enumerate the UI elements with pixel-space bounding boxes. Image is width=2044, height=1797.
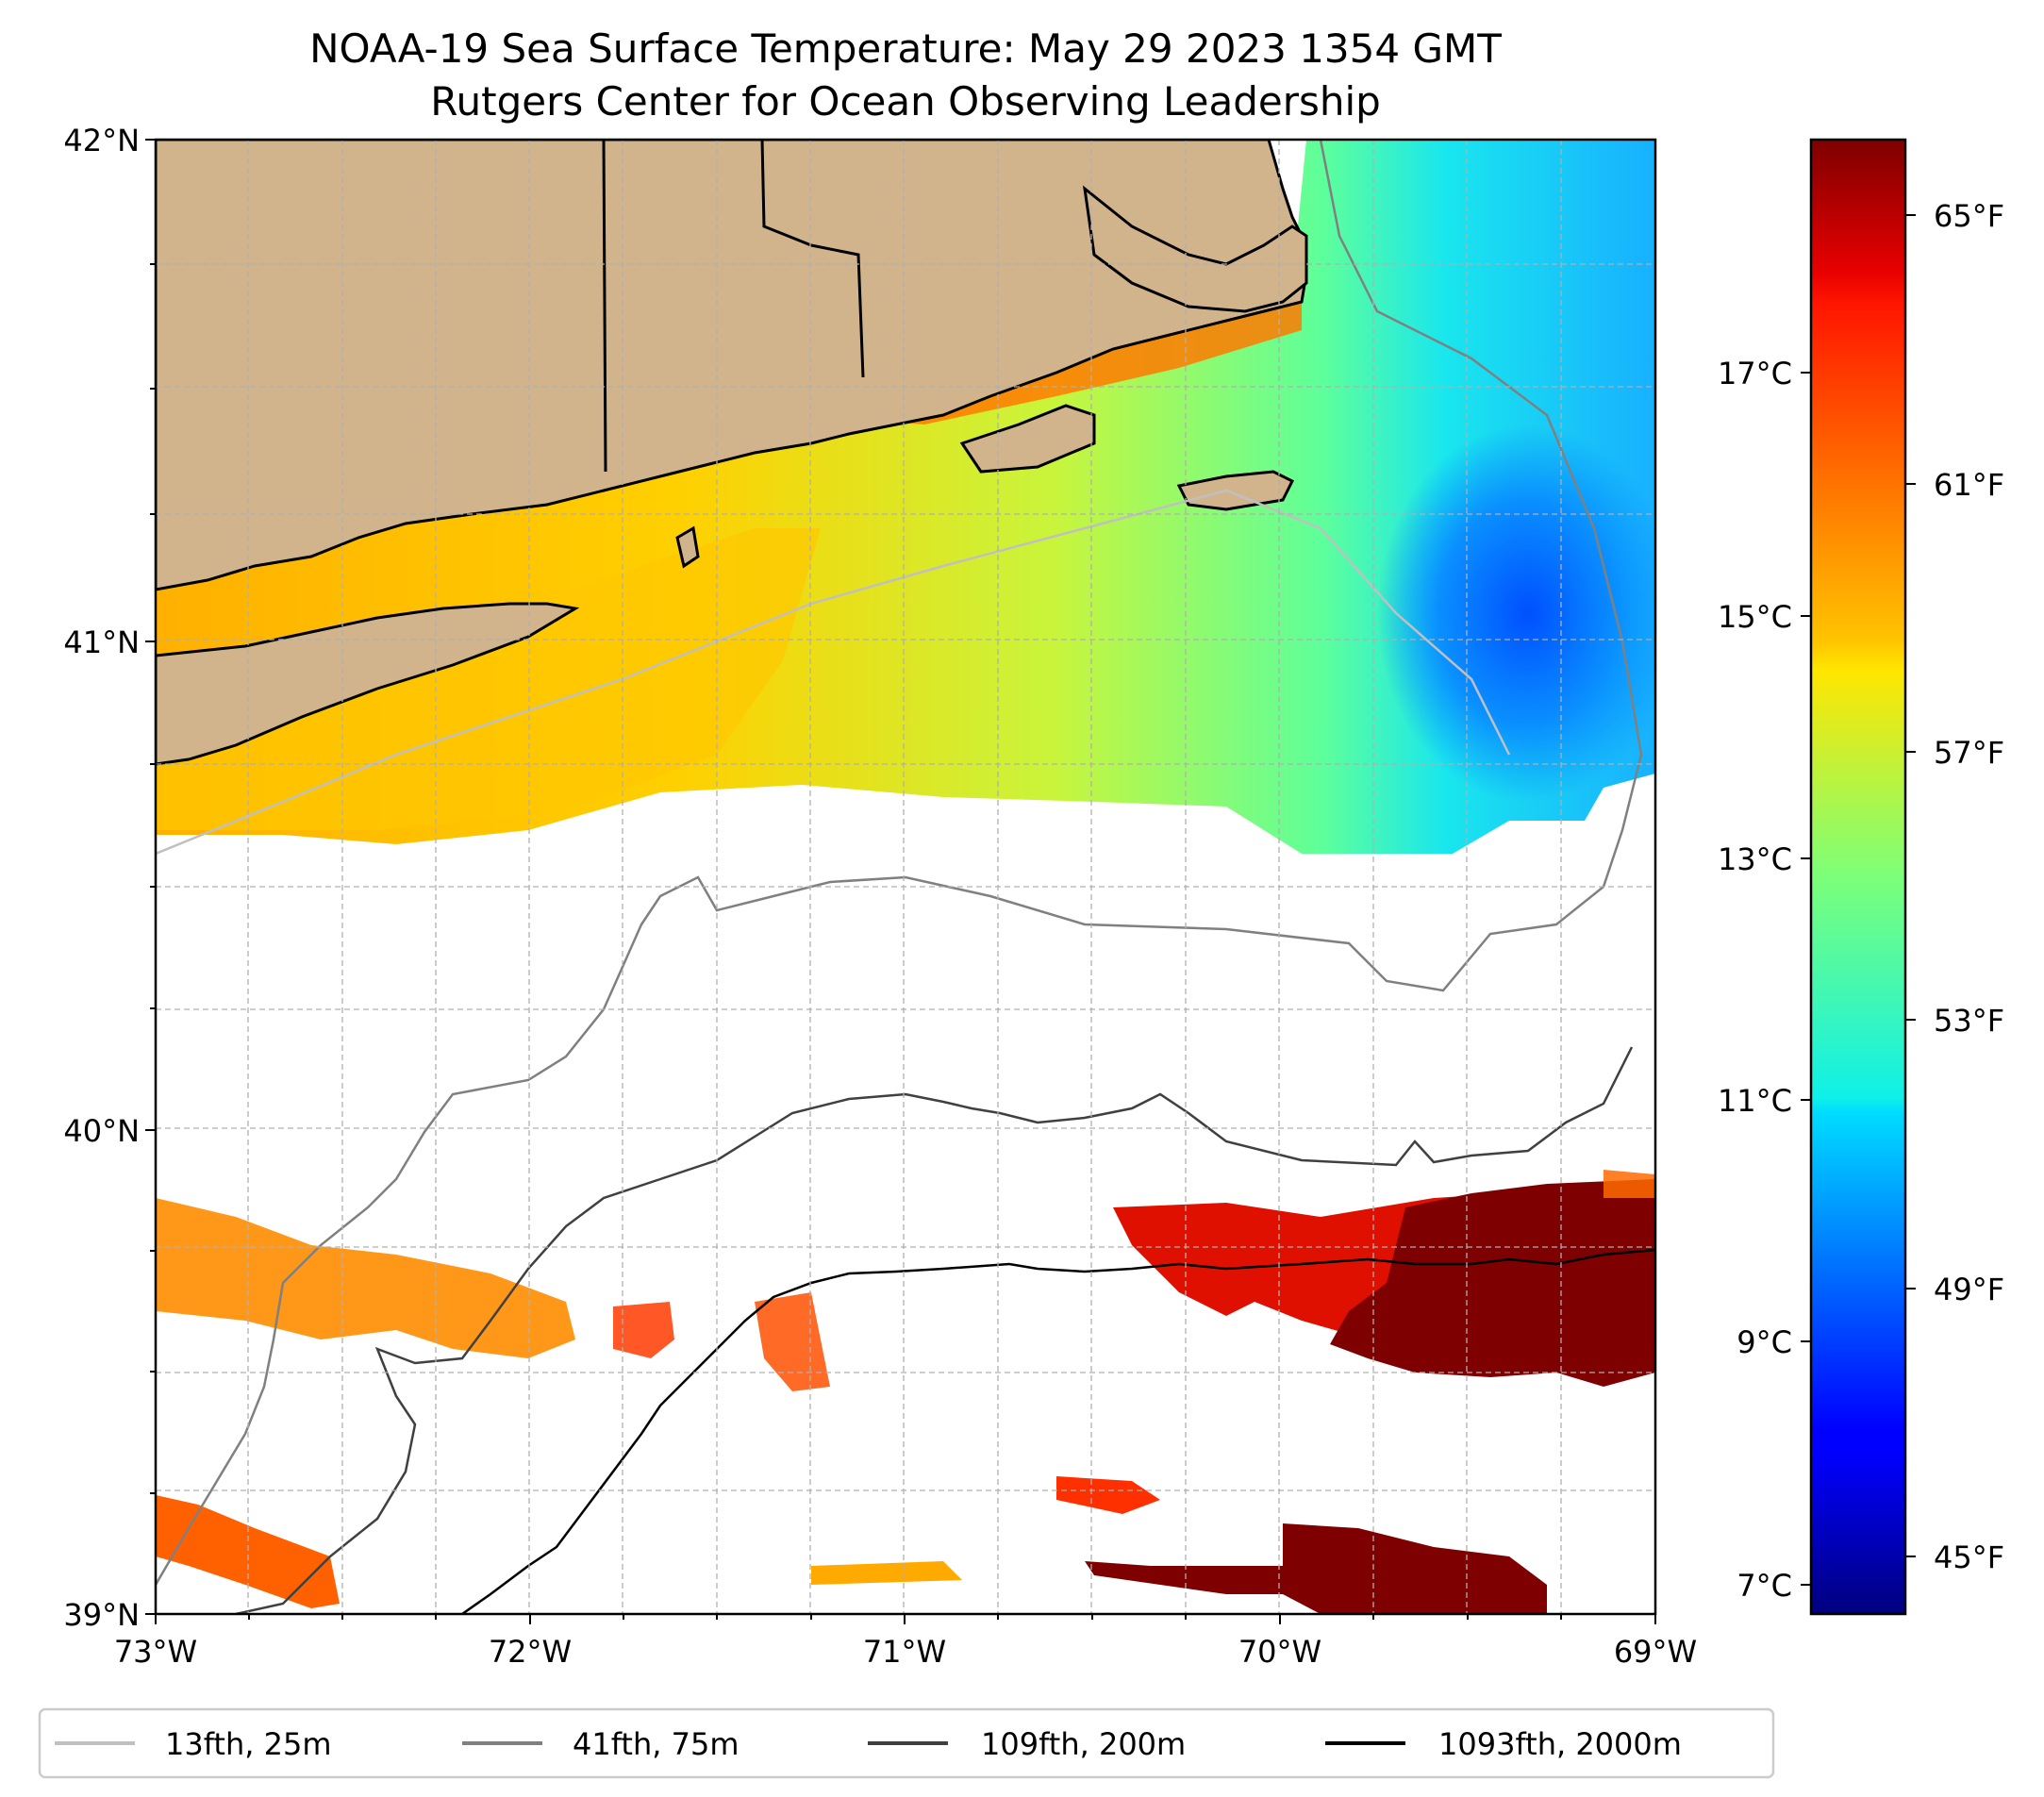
legend-label-75m: 41fth, 75m [573,1726,739,1762]
colorbar-label-13c: 13°C [1718,841,1792,877]
colorbar-label-57f: 57°F [1934,735,2004,771]
sst-warm-shelf [156,528,821,830]
legend-label-2000m: 1093fth, 2000m [1438,1726,1682,1762]
lat-axis [145,139,156,1615]
lon-axis [155,1614,1656,1624]
lat-label-41n: 41°N [63,624,140,660]
sst-patch-south-1 [1056,1476,1160,1514]
sst-patch-eddy-dark [1330,1179,1655,1387]
isobath-legend: 13fth, 25m 41fth, 75m 109fth, 200m 1093f… [38,1707,1775,1779]
colorbar-label-9c: 9°C [1737,1324,1792,1360]
colorbar-label-53f: 53°F [1934,1003,2004,1039]
isobath-200m [235,1046,1634,1614]
land-cape-cod [1082,185,1308,313]
sst-patch-sw [156,1198,575,1358]
state-border-ri-ma [760,140,865,378]
sst-patch-south-dark [1085,1523,1547,1614]
colorbar: 17°C 15°C 13°C 11°C 9°C 7°C 65°F 61°F 57… [1718,138,2004,1616]
colorbar-label-15c: 15°C [1718,599,1792,635]
isobath-25m [156,489,1511,856]
colorbar-scale [1809,138,1907,1616]
lon-label-71w: 71°W [863,1634,946,1670]
sst-patch-mid-1 [613,1302,674,1358]
gridlines [156,140,1655,1614]
lon-label-69w: 69°W [1614,1634,1697,1670]
figure-title-line1: NOAA-19 Sea Surface Temperature: May 29 … [309,25,1502,72]
lon-label-70w: 70°W [1238,1634,1321,1670]
colorbar-label-17c: 17°C [1718,356,1792,391]
lon-label-72w: 72°W [489,1634,572,1670]
isobath-2000m [461,1248,1655,1614]
sst-cold-core [1377,424,1655,802]
sst-patch-south-orange [811,1561,962,1585]
land-long-island [156,602,580,766]
lat-label-40n: 40°N [63,1113,140,1149]
legend-label-200m: 109fth, 200m [981,1726,1186,1762]
sst-patch-mid-2 [755,1292,830,1391]
sst-patch-ne-small [1604,1170,1655,1198]
lon-label-73w: 73°W [114,1634,197,1670]
lat-label-42n: 42°N [63,123,140,158]
map-panel [156,140,1655,1614]
sst-patch-sw-coast [156,1495,340,1608]
figure-title-line2: Rutgers Center for Ocean Observing Leade… [430,78,1381,125]
isobath-75m [156,140,1643,1586]
land-block-island [675,525,700,569]
colorbar-label-65f: 65°F [1934,198,2004,234]
colorbar-label-61f: 61°F [1934,467,2004,503]
colorbar-fahrenheit-ticks [1905,214,1916,1557]
land-nantucket [1176,470,1295,511]
legend-label-25m: 13fth, 25m [165,1726,331,1762]
colorbar-celsius-ticks [1801,372,1811,1586]
state-border-ct-ri [602,140,607,473]
colorbar-label-49f: 49°F [1934,1272,2004,1307]
colorbar-label-11c: 11°C [1718,1083,1792,1119]
colorbar-label-7c: 7°C [1737,1568,1792,1604]
land-marthas-vineyard [959,404,1096,474]
colorbar-label-45f: 45°F [1934,1539,2004,1575]
lat-label-39n: 39°N [63,1597,140,1633]
